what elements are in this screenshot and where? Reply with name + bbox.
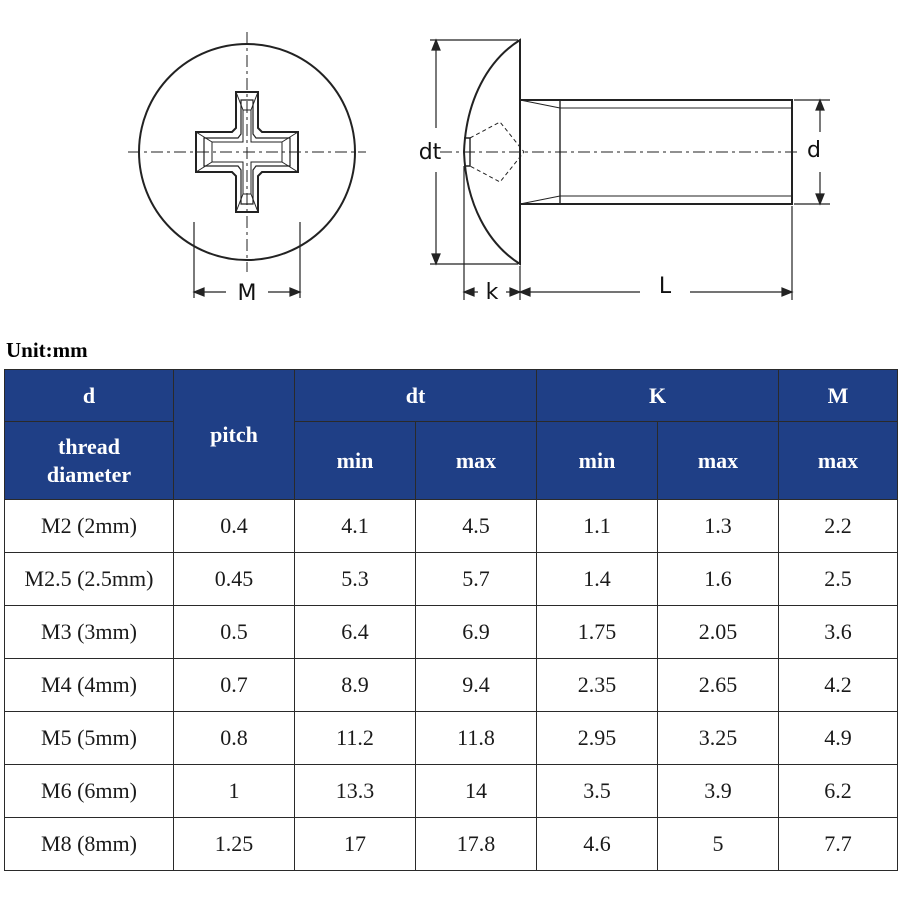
- cell-d: M6 (6mm): [4, 764, 174, 818]
- head-top-view: [128, 32, 366, 272]
- cell-dt-min: 17: [294, 817, 416, 871]
- cell-d: M3 (3mm): [4, 605, 174, 659]
- cell-k-max: 1.3: [657, 499, 779, 553]
- cell-pitch: 0.4: [173, 499, 295, 553]
- cell-k-min: 3.5: [536, 764, 658, 818]
- label-dt: dt: [419, 140, 442, 165]
- cell-k-min: 4.6: [536, 817, 658, 871]
- table-row: M6 (6mm) 1 13.3 14 3.5 3.9 6.2: [4, 764, 898, 818]
- cell-dt-max: 14: [415, 764, 537, 818]
- dimension-k-l: [462, 166, 794, 300]
- cell-dt-max: 6.9: [415, 605, 537, 659]
- table-row: M8 (8mm) 1.25 17 17.8 4.6 5 7.7: [4, 817, 898, 871]
- cell-dt-max: 9.4: [415, 658, 537, 712]
- label-k: k: [486, 280, 499, 305]
- cell-pitch: 0.45: [173, 552, 295, 606]
- cell-dt-max: 17.8: [415, 817, 537, 871]
- cell-d: M8 (8mm): [4, 817, 174, 871]
- cell-k-max: 2.05: [657, 605, 779, 659]
- cell-dt-min: 6.4: [294, 605, 416, 659]
- header-m-max: max: [778, 421, 898, 500]
- cell-pitch: 1.25: [173, 817, 295, 871]
- cell-pitch: 0.5: [173, 605, 295, 659]
- cell-k-min: 1.1: [536, 499, 658, 553]
- cell-m-max: 2.5: [778, 552, 898, 606]
- cell-k-max: 2.65: [657, 658, 779, 712]
- cell-dt-min: 4.1: [294, 499, 416, 553]
- header-k-min: min: [536, 421, 658, 500]
- dimension-d: [794, 98, 830, 206]
- cell-dt-max: 5.7: [415, 552, 537, 606]
- cell-pitch: 0.7: [173, 658, 295, 712]
- label-m: M: [238, 281, 257, 306]
- cell-dt-max: 11.8: [415, 711, 537, 765]
- header-thread-diameter: thread diameter: [4, 421, 174, 500]
- cell-k-min: 1.4: [536, 552, 658, 606]
- cell-dt-min: 11.2: [294, 711, 416, 765]
- cell-d: M2 (2mm): [4, 499, 174, 553]
- cell-m-max: 6.2: [778, 764, 898, 818]
- header-dt-max: max: [415, 421, 537, 500]
- cell-m-max: 7.7: [778, 817, 898, 871]
- cell-k-max: 1.6: [657, 552, 779, 606]
- cell-k-min: 2.95: [536, 711, 658, 765]
- cell-dt-min: 5.3: [294, 552, 416, 606]
- header-dt: dt: [294, 369, 537, 422]
- specification-table: d pitch dt K M thread diameter min max mi…: [4, 369, 898, 871]
- cell-pitch: 0.8: [173, 711, 295, 765]
- header-m: M: [778, 369, 898, 422]
- label-d: d: [807, 138, 821, 163]
- header-d: d: [4, 369, 174, 422]
- cell-m-max: 4.2: [778, 658, 898, 712]
- header-row-1: d pitch dt K M: [4, 369, 898, 500]
- header-k: K: [536, 369, 779, 422]
- cell-k-min: 2.35: [536, 658, 658, 712]
- table-row: M2.5 (2.5mm) 0.45 5.3 5.7 1.4 1.6 2.5: [4, 552, 898, 606]
- table-row: M5 (5mm) 0.8 11.2 11.8 2.95 3.25 4.9: [4, 711, 898, 765]
- cell-d: M5 (5mm): [4, 711, 174, 765]
- screw-side-view: [440, 38, 800, 266]
- cell-d: M2.5 (2.5mm): [4, 552, 174, 606]
- header-dt-min: min: [294, 421, 416, 500]
- cell-m-max: 2.2: [778, 499, 898, 553]
- screw-technical-drawing: M dt d k L: [128, 32, 830, 306]
- unit-label: Unit:mm: [6, 338, 88, 362]
- cell-k-max: 5: [657, 817, 779, 871]
- cell-dt-min: 13.3: [294, 764, 416, 818]
- cell-k-min: 1.75: [536, 605, 658, 659]
- cell-k-max: 3.25: [657, 711, 779, 765]
- label-l: L: [659, 274, 672, 299]
- cell-d: M4 (4mm): [4, 658, 174, 712]
- cell-dt-min: 8.9: [294, 658, 416, 712]
- header-k-max: max: [657, 421, 779, 500]
- cell-dt-max: 4.5: [415, 499, 537, 553]
- cell-m-max: 3.6: [778, 605, 898, 659]
- cell-m-max: 4.9: [778, 711, 898, 765]
- table-row: M2 (2mm) 0.4 4.1 4.5 1.1 1.3 2.2: [4, 499, 898, 553]
- table-row: M4 (4mm) 0.7 8.9 9.4 2.35 2.65 4.2: [4, 658, 898, 712]
- cell-pitch: 1: [173, 764, 295, 818]
- header-pitch: pitch: [173, 369, 295, 500]
- cell-k-max: 3.9: [657, 764, 779, 818]
- dimension-m: [192, 222, 302, 298]
- dimension-dt: [430, 38, 518, 266]
- table-row: M3 (3mm) 0.5 6.4 6.9 1.75 2.05 3.6: [4, 605, 898, 659]
- header-row-2: thread diameter min max min max max: [4, 421, 898, 500]
